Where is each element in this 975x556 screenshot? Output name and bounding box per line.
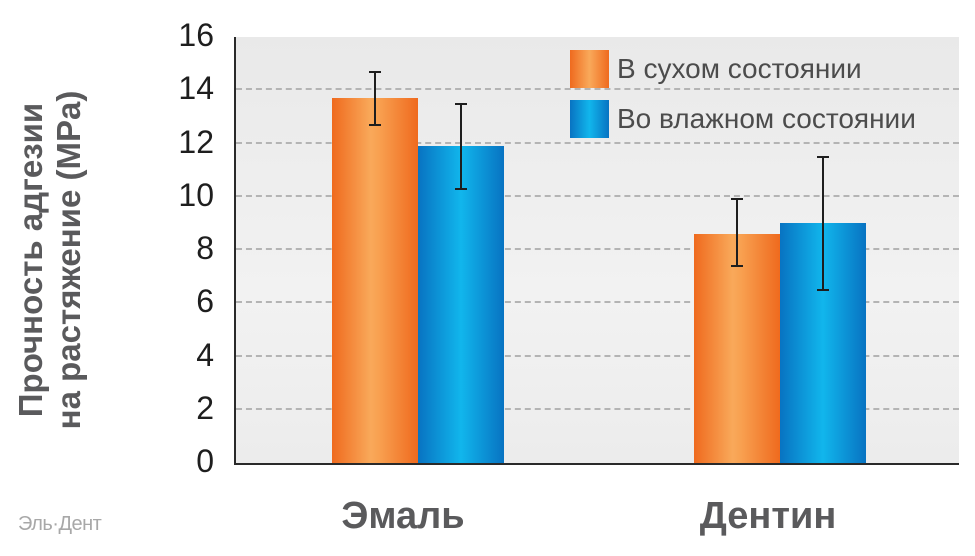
y-tick-label: 10	[178, 176, 214, 213]
gridline	[236, 88, 959, 91]
legend-swatch-dry	[570, 50, 609, 88]
legend-item-dry: В сухом состоянии	[570, 44, 916, 94]
gridline	[236, 248, 959, 250]
y-tick-label: 0	[196, 443, 214, 479]
error-bar	[455, 102, 467, 190]
bar-dry-0	[332, 98, 418, 463]
legend: В сухом состоянии Во влажном состоянии	[570, 44, 916, 144]
y-tick-label: 12	[178, 123, 214, 160]
watermark: Эль·Дент	[18, 513, 102, 535]
legend-item-wet: Во влажном состоянии	[570, 94, 916, 144]
category-label-dentin: Дентин	[699, 495, 837, 537]
y-tick-label: 14	[178, 70, 214, 107]
legend-swatch-wet	[570, 100, 609, 138]
gridline	[236, 141, 959, 144]
error-bar	[817, 155, 829, 292]
y-tick-label: 4	[196, 336, 214, 373]
bar-wet-0	[418, 146, 504, 463]
y-axis-title: Прочность адгезии на растяжение (MPa)	[12, 91, 88, 430]
gridline	[236, 407, 959, 410]
gridline	[236, 301, 959, 304]
y-axis-title-line-1: Прочность адгезии	[12, 102, 49, 418]
y-tick-label: 2	[196, 389, 214, 426]
legend-label-wet: Во влажном состоянии	[617, 103, 916, 134]
legend-label-dry: В сухом состоянии	[617, 53, 862, 84]
y-tick-label: 6	[196, 283, 214, 320]
gridline	[236, 194, 959, 197]
gridline	[236, 354, 959, 357]
plot-area: В сухом состоянии Во влажном состоянии	[234, 37, 959, 465]
error-bar	[731, 198, 743, 267]
error-bar	[369, 70, 381, 127]
category-label-enamel: Эмаль	[341, 495, 465, 537]
y-axis-title-wrap: Прочность адгезии на растяжение (MPa)	[0, 0, 100, 460]
y-tick-label: 8	[196, 230, 214, 266]
y-tick-label: 16	[178, 17, 214, 53]
bar-dry-1	[694, 234, 780, 463]
y-axis-title-line-2: на растяжение (MPa)	[50, 90, 87, 430]
